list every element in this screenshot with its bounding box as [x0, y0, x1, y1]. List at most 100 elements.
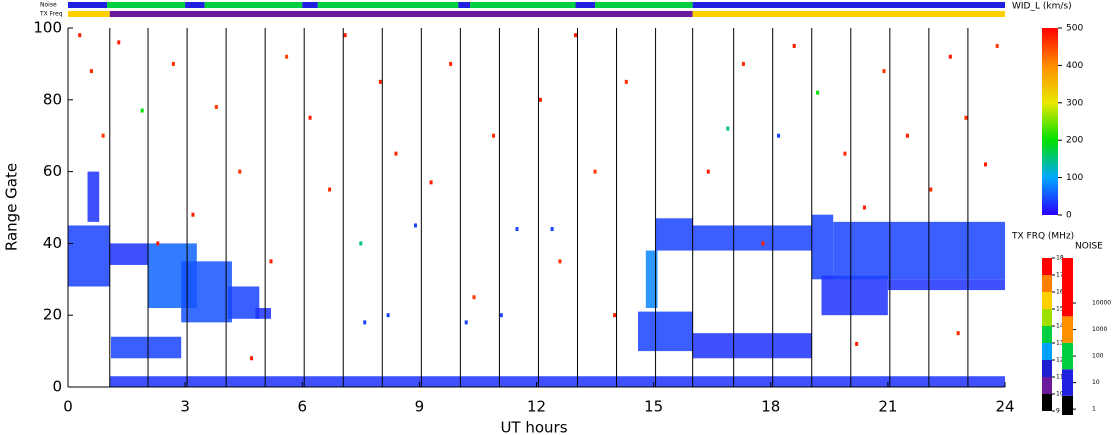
echo-region [638, 311, 693, 352]
tx-scale-title: TX FRQ (MHz) [1011, 232, 1074, 242]
noise-segment [575, 2, 596, 8]
echo-point [948, 54, 952, 59]
echo-point [964, 115, 968, 120]
tx-strip-label: TX Freq [39, 11, 63, 18]
echo-point [538, 97, 542, 102]
tx-bin [1042, 292, 1052, 309]
echo-point [983, 162, 987, 167]
noise-segment [595, 2, 693, 8]
tx-bin [1042, 343, 1052, 360]
noise-segment [204, 2, 303, 8]
x-tick-label: 15 [644, 398, 663, 416]
noise-tick-label: 1000 [1092, 326, 1107, 333]
echo-point [777, 133, 781, 138]
echo-point [343, 33, 347, 38]
echo-point [156, 241, 160, 246]
tx-tick-label: 17 [1056, 272, 1064, 279]
echo-point [816, 90, 820, 95]
tx-tick-label: 9 [1056, 408, 1060, 415]
noise-segment [470, 2, 576, 8]
tx-bin [1042, 360, 1052, 377]
echo-point [328, 187, 332, 192]
noise-scale-title: NOISE [1075, 242, 1103, 252]
tx-tick-label: 18 [1056, 255, 1064, 262]
width-tick-label: 400 [1066, 61, 1083, 71]
echo-point [308, 115, 312, 120]
x-tick-label: 24 [995, 398, 1014, 416]
tx-tick-label: 13 [1056, 340, 1064, 347]
echo-region [692, 333, 812, 359]
echo-point [882, 69, 886, 74]
echo-region [692, 225, 812, 251]
echo-region [109, 243, 149, 265]
echo-point [624, 79, 628, 84]
echo-region [811, 214, 834, 280]
echo-region [821, 275, 888, 316]
y-axis-label: Range Gate [3, 163, 21, 251]
echo-point [101, 133, 105, 138]
echo-point [171, 61, 175, 66]
noise-bin [1062, 395, 1073, 415]
echo-point [593, 169, 597, 174]
echo-point [761, 241, 765, 246]
tx-segment [109, 11, 693, 17]
tx-tick-label: 10 [1056, 391, 1064, 398]
echo-point [378, 79, 382, 84]
tx-bin [1042, 275, 1052, 292]
x-tick-label: 6 [297, 398, 307, 416]
echo-point [499, 313, 503, 318]
echo-point [285, 54, 289, 59]
echo-region [887, 279, 1005, 291]
echo-point [995, 43, 999, 48]
echo-point [492, 133, 496, 138]
echo-point [89, 69, 93, 74]
echo-point [613, 313, 617, 318]
x-tick-label: 18 [761, 398, 780, 416]
echo-point [706, 169, 710, 174]
noise-segment [692, 2, 1005, 8]
echo-region [109, 376, 1005, 387]
tx-bin [1042, 258, 1052, 275]
noise-tick-label: 100 [1092, 353, 1104, 360]
echo-point [472, 295, 476, 300]
noise-segment [107, 2, 186, 8]
x-axis-label: UT hours [500, 419, 567, 435]
width-tick-label: 0 [1066, 211, 1072, 221]
noise-bin [1062, 316, 1073, 343]
echo-region [87, 171, 100, 222]
y-tick-label: 80 [43, 90, 62, 108]
echo-point [386, 313, 390, 318]
tx-tick-label: 16 [1056, 289, 1064, 296]
echo-point [905, 133, 909, 138]
echo-region [645, 250, 658, 309]
noise-segment [317, 2, 459, 8]
width-tick-label: 500 [1066, 24, 1083, 34]
tx-tick-label: 11 [1056, 374, 1064, 381]
echo-point [726, 126, 730, 131]
noise-strip-label: Noise [40, 2, 57, 9]
echo-region [255, 308, 272, 319]
noise-segment [302, 2, 318, 8]
tx-tick-label: 15 [1056, 306, 1064, 313]
tx-bin [1042, 326, 1052, 343]
noise-bin [1062, 258, 1073, 317]
echo-point [449, 61, 453, 66]
tx-bin [1042, 309, 1052, 326]
echo-point [363, 320, 367, 325]
echo-point [359, 241, 363, 246]
tx-segment [68, 11, 110, 17]
tx-tick-label: 12 [1056, 357, 1064, 364]
tx-bin [1042, 394, 1052, 411]
y-tick-label: 40 [43, 234, 62, 252]
echo-point [956, 331, 960, 336]
echo-region [181, 261, 232, 323]
echo-point [117, 40, 121, 45]
tx-segment [692, 11, 1005, 17]
width-scale-title: WID_L (km/s) [1012, 2, 1072, 12]
echo-point [515, 227, 519, 232]
y-tick-label: 100 [33, 19, 62, 37]
y-tick-label: 20 [43, 306, 62, 324]
tx-bin [1042, 377, 1052, 394]
x-tick-label: 0 [63, 398, 73, 416]
